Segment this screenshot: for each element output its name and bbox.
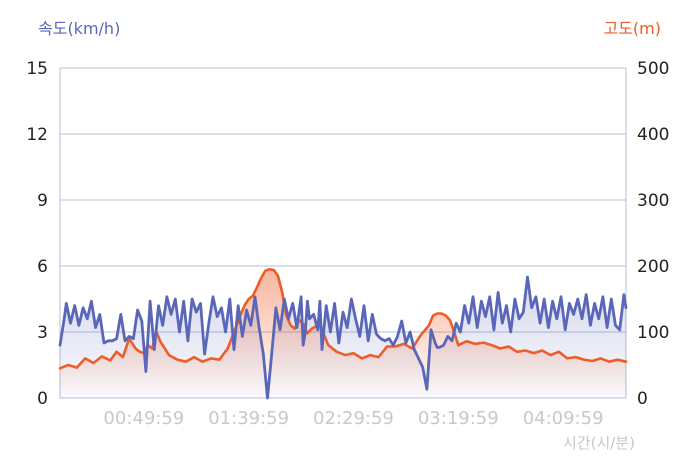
y-left-tick-label: 3	[37, 323, 48, 343]
label-layer: 속도(km/h) 고도(m) 시간(시/분) 0 3 6 9 12 15 0 100 200 30…	[26, 19, 669, 452]
x-tick-label: 01:39:59	[208, 408, 289, 429]
y-left-tick-label: 9	[37, 191, 48, 211]
y-right-tick-label: 400	[637, 125, 669, 145]
y-right-tick-label: 200	[637, 257, 669, 277]
x-tick-label: 04:09:59	[523, 408, 604, 429]
line-layer	[58, 268, 628, 400]
y-left-tick-label: 12	[26, 125, 48, 145]
y-right-tick-label: 100	[637, 323, 669, 343]
x-axis-title: 시간(시/분)	[563, 434, 635, 452]
y-left-tick-label: 0	[37, 389, 48, 409]
x-tick-label: 00:49:59	[103, 408, 184, 429]
y-right-tick-label: 0	[637, 389, 648, 409]
grid-layer	[59, 67, 627, 399]
y-left-tick-label: 6	[37, 257, 48, 277]
x-tick-label: 03:19:59	[418, 408, 499, 429]
x-tick-label: 02:29:59	[313, 408, 394, 429]
y-right-axis-title: 고도(m)	[603, 19, 661, 38]
speed-series-line	[58, 275, 628, 400]
y-right-tick-label: 300	[637, 191, 669, 211]
altitude-series-line	[58, 268, 628, 370]
y-right-tick-label: 500	[637, 59, 669, 79]
area-layer	[60, 269, 626, 398]
y-left-axis-title: 속도(km/h)	[38, 19, 120, 38]
altitude-area-fill	[60, 269, 626, 398]
y-left-tick-label: 15	[26, 59, 48, 79]
